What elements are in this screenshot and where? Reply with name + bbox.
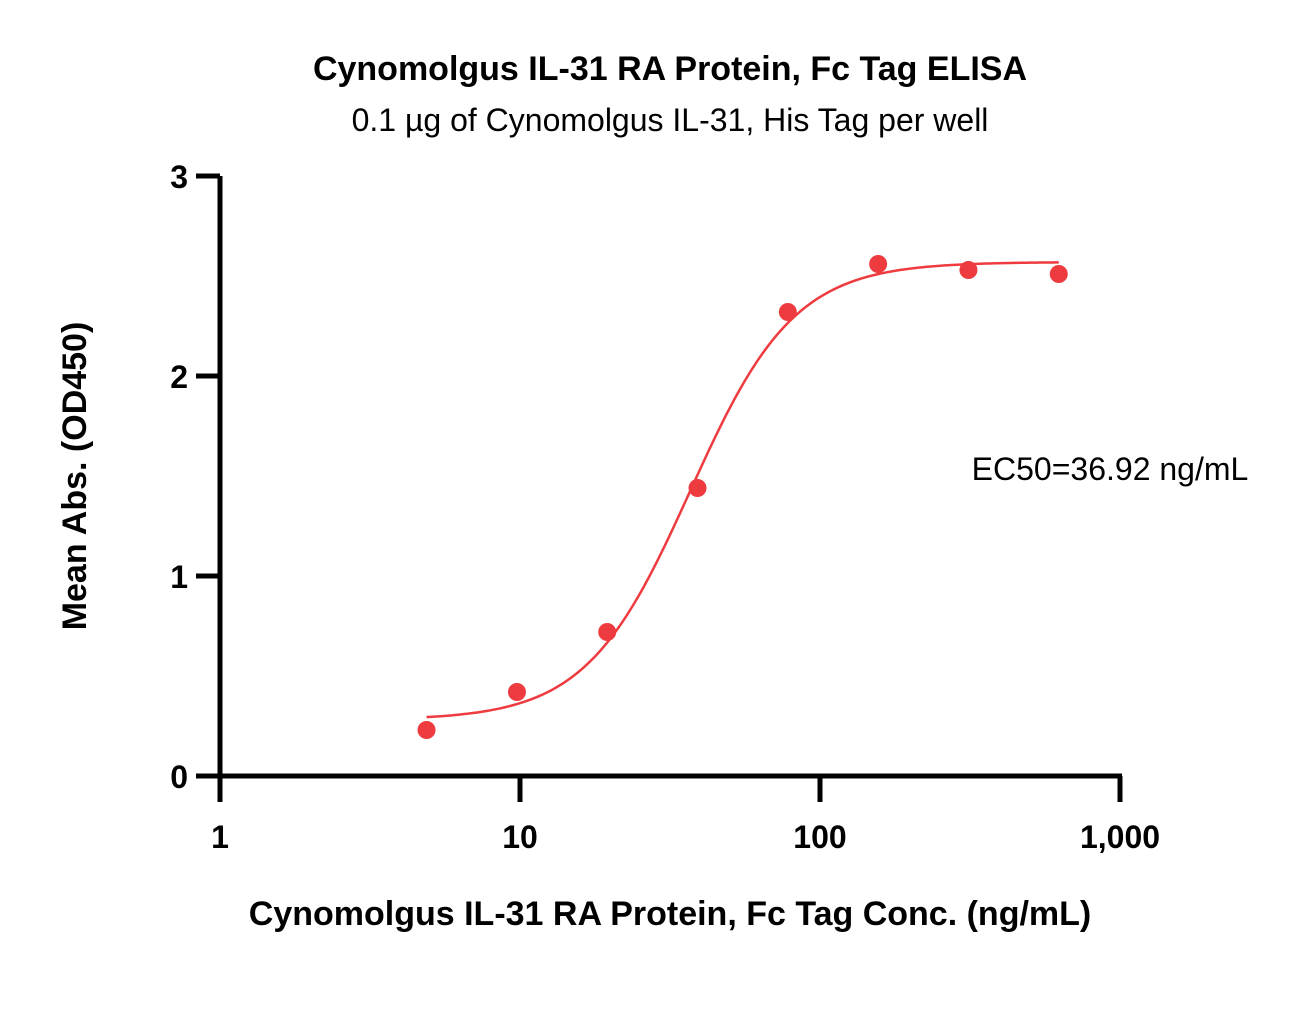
y-tick-label: 2 [170,359,188,395]
chart-title: Cynomolgus IL-31 RA Protein, Fc Tag ELIS… [313,50,1027,88]
data-points [417,255,1068,739]
fit-curve [426,261,1059,719]
ec50-annotation: EC50=36.92 ng/mL [972,451,1249,487]
chart-subtitle: 0.1 µg of Cynomolgus IL-31, His Tag per … [352,102,989,138]
data-point [507,683,526,701]
x-tick-label: 100 [793,819,846,855]
data-point [778,303,797,321]
y-tick-label: 1 [170,559,188,595]
x-tick-label: 1 [211,819,229,855]
data-point [598,623,617,641]
x-tick-label: 1,000 [1080,819,1160,855]
data-point [417,721,436,739]
x-axis-label: Cynomolgus IL-31 RA Protein, Fc Tag Conc… [249,895,1091,933]
y-axis-ticks: 0 1 2 3 [170,159,220,795]
y-tick-label: 3 [170,159,188,195]
data-point [959,261,978,279]
y-tick-label: 0 [170,759,188,795]
x-tick-label: 10 [502,819,538,855]
data-point [869,255,888,273]
y-axis-label: Mean Abs. (OD450) [56,322,94,631]
data-point [688,479,707,497]
data-point [1049,265,1068,283]
x-axis-ticks: 1 10 100 1,000 [211,776,1160,855]
